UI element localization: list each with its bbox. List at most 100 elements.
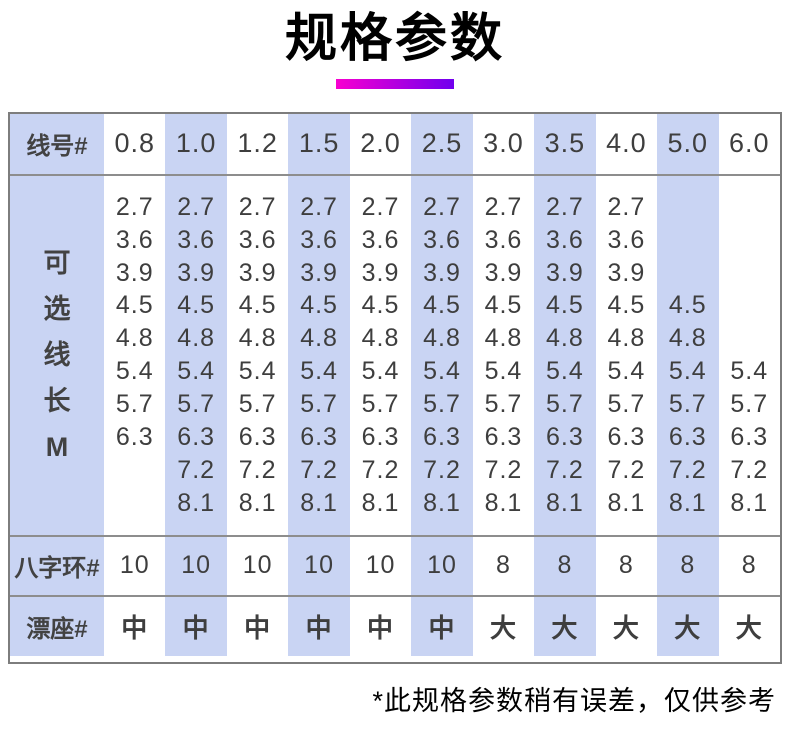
ring-value-6.0: 8 bbox=[741, 551, 757, 580]
length-value: 2.7 bbox=[546, 192, 584, 221]
length-value: 7.2 bbox=[484, 455, 523, 484]
length-value: 5.7 bbox=[730, 390, 769, 419]
length-empty-slot bbox=[104, 487, 165, 520]
length-value: 8.1 bbox=[607, 488, 646, 517]
length-value: 4.5 bbox=[423, 291, 461, 320]
seat-label: 漂座# bbox=[10, 596, 104, 656]
ring-value-4.0: 8 bbox=[618, 551, 634, 580]
length-value: 4.5 bbox=[668, 291, 707, 320]
title-accent-bar bbox=[336, 78, 454, 89]
length-value: 4.8 bbox=[300, 324, 338, 353]
length-value: 5.4 bbox=[668, 357, 707, 386]
length-value: 4.8 bbox=[546, 324, 584, 353]
ring-value-2.5: 10 bbox=[411, 536, 473, 595]
length-label-char: 可 bbox=[43, 248, 71, 279]
length-value: 3.9 bbox=[238, 258, 277, 287]
seat-value-0.8: 中 bbox=[121, 612, 149, 643]
ring-value-1.0: 10 bbox=[165, 536, 227, 595]
seat-value-4.0: 大 bbox=[612, 612, 640, 643]
length-empty-slot bbox=[719, 224, 780, 257]
length-value: 7.2 bbox=[238, 455, 277, 484]
length-value: 7.2 bbox=[177, 455, 216, 484]
length-value: 3.6 bbox=[361, 225, 400, 254]
length-value: 8.1 bbox=[361, 488, 400, 517]
length-value: 3.9 bbox=[361, 258, 400, 287]
length-value: 3.6 bbox=[238, 225, 277, 254]
seat-value-5.0: 大 bbox=[657, 596, 719, 656]
line-size-6.0: 6.0 bbox=[728, 128, 770, 159]
spec-table: 线号# 0.8 1.0 1.2 1.5 2.0 2.5 3.0 3.5 4.0 5.0 6.0 可选… bbox=[8, 111, 782, 664]
length-value: 7.2 bbox=[607, 455, 646, 484]
length-empty-slot bbox=[719, 191, 780, 224]
length-value: 2.7 bbox=[484, 192, 523, 221]
length-empty-slot bbox=[657, 191, 718, 224]
footnote: *此规格参数稍有误差，仅供参考 bbox=[372, 685, 776, 716]
length-value: 2.7 bbox=[300, 192, 338, 221]
length-value: 2.7 bbox=[423, 192, 461, 221]
length-value: 3.6 bbox=[115, 225, 154, 254]
seat-row: 漂座# 中中中中中中大大大大大 bbox=[10, 594, 780, 656]
length-value: 6.3 bbox=[607, 423, 646, 452]
line-size-1.2: 1.2 bbox=[237, 128, 278, 159]
length-value: 3.6 bbox=[607, 225, 646, 254]
length-value: 4.5 bbox=[300, 291, 338, 320]
length-value: 5.4 bbox=[546, 357, 584, 386]
length-value: 3.6 bbox=[484, 225, 523, 254]
length-value: 3.9 bbox=[115, 258, 154, 287]
length-value: 5.7 bbox=[423, 390, 461, 419]
length-empty-slot bbox=[657, 224, 718, 257]
length-value: 3.9 bbox=[546, 258, 584, 287]
length-value: 5.4 bbox=[423, 357, 461, 386]
length-value: 8.1 bbox=[668, 488, 707, 517]
length-value: 7.2 bbox=[361, 455, 400, 484]
length-value: 4.5 bbox=[484, 291, 523, 320]
length-value: 3.9 bbox=[177, 258, 216, 287]
ring-value-0.8: 10 bbox=[119, 551, 150, 580]
length-col-1.5: 2.7 3.6 3.9 4.5 4.8 5.4 5.7 6.3 7.2 8.1 bbox=[288, 175, 350, 535]
length-col-3.5: 2.7 3.6 3.9 4.5 4.8 5.4 5.7 6.3 7.2 8.1 bbox=[534, 175, 596, 535]
length-value: 3.9 bbox=[423, 258, 461, 287]
line-size-3.0: 3.0 bbox=[483, 128, 524, 159]
ring-row: 八字环# 10 10 10 10 10 10 8 8 8 8 8 bbox=[10, 534, 780, 595]
length-value: 4.8 bbox=[361, 324, 400, 353]
seat-value-1.0: 中 bbox=[165, 596, 227, 656]
seat-value-6.0: 大 bbox=[735, 612, 763, 643]
line-size-4.0: 4.0 bbox=[606, 128, 647, 159]
length-value: 5.7 bbox=[668, 390, 707, 419]
length-label-char: 线 bbox=[43, 340, 71, 371]
length-value: 6.3 bbox=[115, 423, 154, 452]
length-value: 6.3 bbox=[361, 423, 400, 452]
length-label-char: 长 bbox=[43, 386, 71, 417]
seat-value-1.2: 中 bbox=[244, 612, 272, 643]
length-value: 5.7 bbox=[300, 390, 338, 419]
length-col-2.0: 2.7 3.6 3.9 4.5 4.8 5.4 5.7 6.3 7.2 8.1 bbox=[350, 176, 411, 535]
length-empty-slot bbox=[657, 257, 718, 290]
length-value: 6.3 bbox=[484, 423, 523, 452]
length-col-6.0: 5.4 5.7 6.3 7.2 8.1 bbox=[719, 176, 780, 535]
length-value: 8.1 bbox=[300, 488, 338, 517]
length-value: 2.7 bbox=[607, 192, 646, 221]
length-value: 5.4 bbox=[607, 357, 646, 386]
length-value: 4.5 bbox=[546, 291, 584, 320]
length-value: 5.4 bbox=[361, 357, 400, 386]
length-value: 7.2 bbox=[423, 455, 461, 484]
length-value: 4.5 bbox=[177, 291, 216, 320]
length-value: 5.4 bbox=[730, 357, 769, 386]
length-value: 4.8 bbox=[115, 324, 154, 353]
line-number-label: 线号# bbox=[10, 113, 104, 174]
length-value: 7.2 bbox=[730, 455, 769, 484]
length-value: 4.8 bbox=[238, 324, 277, 353]
length-value: 6.3 bbox=[546, 423, 584, 452]
length-empty-slot bbox=[719, 322, 780, 355]
length-value: 5.4 bbox=[238, 357, 277, 386]
length-value: 8.1 bbox=[484, 488, 523, 517]
length-empty-slot bbox=[104, 454, 165, 487]
line-size-3.5: 3.5 bbox=[534, 113, 596, 174]
seat-value-2.5: 中 bbox=[411, 596, 473, 656]
ring-value-3.5: 8 bbox=[534, 536, 596, 595]
ring-label: 八字环# bbox=[10, 536, 104, 595]
length-value: 5.7 bbox=[361, 390, 400, 419]
length-value: 5.7 bbox=[607, 390, 646, 419]
